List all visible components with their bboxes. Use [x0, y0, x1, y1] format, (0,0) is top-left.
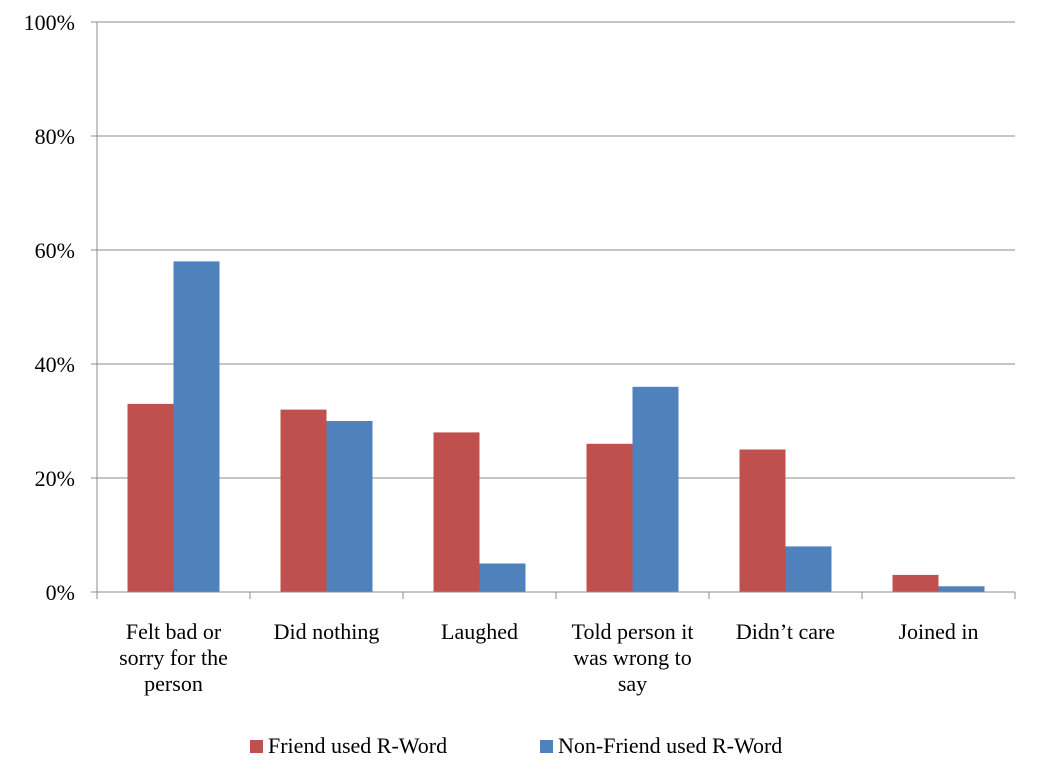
y-tick-label: 40% — [35, 352, 75, 377]
y-axis-ticks: 0% 20% 40% 60% 80% 100% — [24, 10, 97, 605]
x-category-label: Told person it was wrong to say — [572, 619, 694, 696]
axes — [96, 22, 1016, 599]
bar-non-friend — [632, 386, 679, 592]
legend-label: Non-Friend used R-Word — [558, 733, 782, 758]
bar-non-friend — [785, 546, 832, 592]
bar-non-friend — [173, 261, 220, 592]
y-tick-label: 80% — [35, 124, 75, 149]
legend: Friend used R-Word Non-Friend used R-Word — [250, 733, 782, 758]
x-category-label: Laughed — [441, 619, 518, 644]
y-tick-label: 0% — [46, 580, 75, 605]
y-tick-label: 20% — [35, 466, 75, 491]
bar-friend — [433, 432, 480, 592]
bar-non-friend — [938, 586, 985, 592]
legend-label: Friend used R-Word — [268, 733, 447, 758]
bars — [127, 261, 985, 592]
bar-friend — [586, 443, 633, 592]
legend-swatch — [540, 740, 553, 753]
x-category-label: Felt bad or sorry for the person — [119, 619, 228, 696]
bar-non-friend — [326, 421, 373, 592]
x-category-label: Did nothing — [274, 619, 380, 644]
legend-swatch — [250, 740, 263, 753]
gridlines — [97, 21, 1015, 479]
bar-non-friend — [479, 563, 526, 592]
x-axis-labels: Felt bad or sorry for the person Did nothin… — [119, 619, 978, 696]
x-category-label: Didn’t care — [736, 619, 835, 644]
bar-friend — [892, 574, 939, 592]
bar-friend — [739, 449, 786, 592]
bar-friend — [127, 403, 174, 592]
x-category-label: Joined in — [898, 619, 978, 644]
bar-friend — [280, 409, 327, 592]
y-tick-label: 60% — [35, 238, 75, 263]
y-tick-label: 100% — [24, 10, 75, 35]
